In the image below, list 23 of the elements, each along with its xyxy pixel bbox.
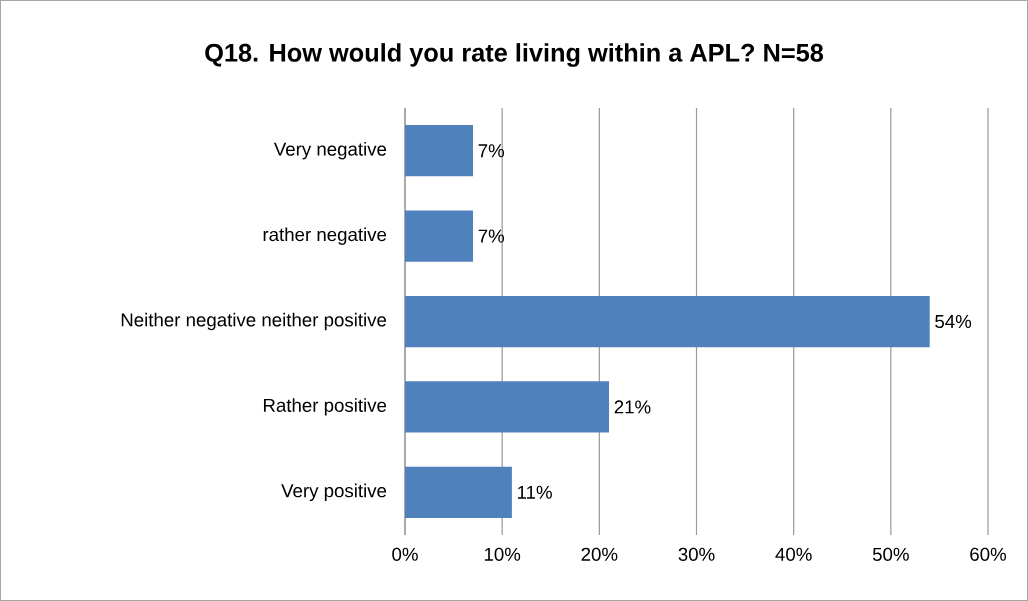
bar (405, 125, 474, 177)
y-tick-label: rather negative (263, 227, 387, 245)
x-tick-label: 0% (392, 547, 418, 561)
bar (405, 210, 474, 262)
y-tick-label: Neither negative neither positive (121, 312, 387, 331)
x-tick-label: 60% (970, 547, 1007, 561)
bar (405, 295, 930, 348)
data-label: 21% (614, 400, 651, 414)
x-tick-label: 50% (872, 547, 909, 561)
x-tick-label: 40% (775, 547, 812, 561)
x-tick-label: 10% (484, 547, 521, 561)
x-tick-label: 20% (581, 547, 618, 561)
x-tick-label: 30% (678, 547, 715, 561)
data-label: 7% (478, 229, 505, 243)
y-tick-label: Rather positive (263, 398, 387, 416)
bar (405, 381, 610, 433)
data-label: 7% (478, 144, 505, 158)
data-label: 11% (518, 485, 552, 499)
y-tick-label: Very negative (273, 142, 387, 160)
bar (405, 466, 512, 518)
data-label: 54% (935, 314, 972, 329)
chart-title: Q18. How would you rate living within a APL? N=58 (205, 43, 824, 67)
y-tick-label: Very positive (281, 483, 387, 501)
